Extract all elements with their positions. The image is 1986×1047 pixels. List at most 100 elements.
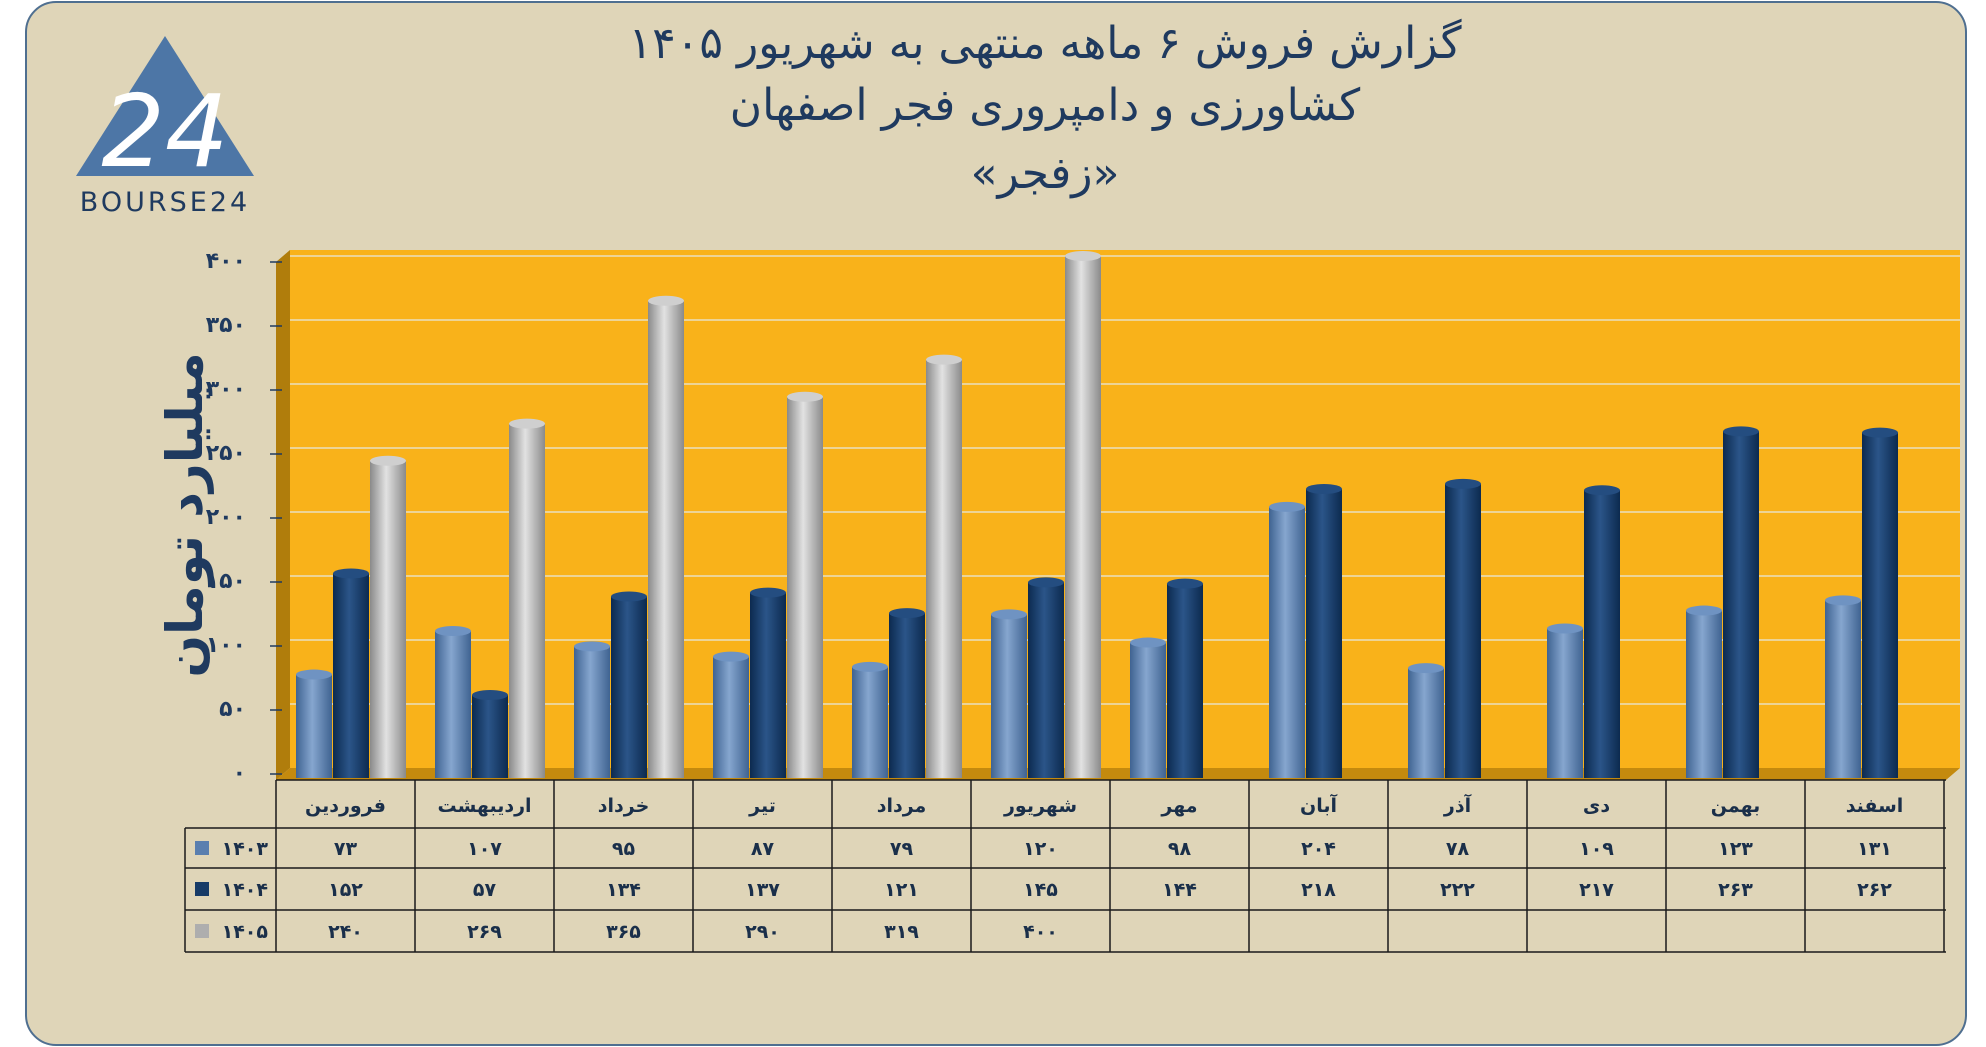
bar-cap-1404 bbox=[1306, 483, 1342, 494]
bar-1403 bbox=[574, 646, 610, 778]
bar-cap-1405 bbox=[1065, 251, 1101, 261]
bar-1405 bbox=[370, 460, 406, 778]
data-label-1404: ۱۵۲ bbox=[328, 879, 363, 901]
bar-cap-1405 bbox=[926, 354, 962, 365]
category-label: اردیبهشت bbox=[437, 795, 531, 817]
bar-1404 bbox=[1028, 582, 1064, 778]
data-table: فروردین اردیبهشت خرداد تیر مرداد شهریور مهر آبا… bbox=[184, 779, 1946, 953]
category-label: مهر bbox=[1160, 795, 1197, 817]
data-label-1404: ۱۳۴ bbox=[606, 879, 641, 901]
data-label-1404: ۱۴۵ bbox=[1023, 879, 1058, 901]
bar-1403 bbox=[435, 631, 471, 778]
bar-cap-1405 bbox=[648, 295, 684, 306]
bar-cap-1404 bbox=[1862, 427, 1898, 438]
data-label-1403: ۹۵ bbox=[612, 838, 636, 860]
bar-cap-1404 bbox=[889, 608, 925, 619]
bar-cap-1403 bbox=[991, 609, 1027, 620]
bar-1405 bbox=[1065, 256, 1101, 778]
logo-mark: 24 bbox=[101, 73, 228, 190]
data-label-1404: ۱۲۱ bbox=[884, 879, 919, 901]
bar-1404 bbox=[750, 592, 786, 778]
bar-1405 bbox=[509, 423, 545, 778]
data-label-1403: ۷۹ bbox=[890, 838, 914, 860]
data-label-1403: ۱۰۹ bbox=[1579, 838, 1614, 860]
data-label-1405: ۲۴۰ bbox=[328, 921, 363, 943]
bar-cap-1404 bbox=[1584, 485, 1620, 496]
data-label-1404: ۲۱۸ bbox=[1301, 879, 1336, 901]
bar-1405 bbox=[648, 300, 684, 778]
data-label-1404: ۱۴۴ bbox=[1162, 879, 1197, 901]
category-label: تیر bbox=[748, 795, 776, 817]
data-label-1403: ۱۰۷ bbox=[467, 838, 502, 860]
bar-1403 bbox=[1686, 610, 1722, 778]
data-label-1404: ۲۶۲ bbox=[1857, 879, 1892, 901]
data-label-1403: ۱۲۰ bbox=[1023, 838, 1058, 860]
bar-1403 bbox=[852, 666, 888, 778]
bar-1404 bbox=[333, 573, 369, 778]
bar-1405 bbox=[787, 396, 823, 778]
plot-side-wall bbox=[276, 250, 290, 780]
category-label: شهریور bbox=[1003, 795, 1077, 817]
bar-1403 bbox=[991, 614, 1027, 778]
bar-cap-1404 bbox=[1723, 426, 1759, 437]
data-label-1404: ۱۳۷ bbox=[745, 879, 780, 901]
bar-1404 bbox=[1723, 431, 1759, 778]
legend-swatch-1403 bbox=[195, 841, 209, 855]
bar-1403 bbox=[1825, 600, 1861, 778]
legend-swatch-1404 bbox=[195, 882, 209, 896]
bar-cap-1405 bbox=[787, 391, 823, 402]
chart-title-line3: «زفجر» bbox=[971, 148, 1120, 199]
data-label-1405: ۳۶۵ bbox=[606, 921, 641, 943]
bar-cap-1404 bbox=[611, 591, 647, 602]
bar-1403 bbox=[713, 656, 749, 778]
bar-1404 bbox=[1445, 483, 1481, 778]
category-label: آذر bbox=[1443, 793, 1472, 817]
data-label-1405: ۲۶۹ bbox=[467, 921, 502, 943]
bar-cap-1405 bbox=[509, 418, 545, 429]
category-label: بهمن bbox=[1711, 795, 1761, 817]
data-label-1405: ۳۱۹ bbox=[884, 921, 919, 943]
bar-1404 bbox=[1167, 583, 1203, 778]
category-label: خرداد bbox=[598, 795, 650, 817]
data-label-1403: ۹۸ bbox=[1168, 838, 1192, 860]
category-label: آبان bbox=[1300, 793, 1337, 817]
bar-cap-1405 bbox=[370, 455, 406, 466]
bar-cap-1404 bbox=[472, 690, 508, 701]
chart-title-line1: گزارش فروش ۶ ماهه منتهی به شهریور ۱۴۰۵ bbox=[628, 18, 1461, 69]
bar-1403 bbox=[1269, 506, 1305, 778]
y-tick-label: ۳۰۰ bbox=[206, 377, 246, 402]
logo-text: BOURSE24 bbox=[80, 187, 250, 218]
logo: 24 BOURSE24 bbox=[76, 36, 254, 218]
bar-1403 bbox=[1408, 668, 1444, 778]
y-tick-label: ۲۵۰ bbox=[206, 441, 246, 466]
legend-label-1404: ۱۴۰۴ bbox=[222, 879, 268, 901]
bar-cap-1404 bbox=[1445, 478, 1481, 489]
data-label-1403: ۱۲۳ bbox=[1718, 838, 1753, 860]
bar-cap-1403 bbox=[574, 641, 610, 652]
y-axis-label: میلیارد تومان bbox=[156, 352, 215, 677]
data-label-1404: ۵۷ bbox=[473, 879, 497, 901]
bar-cap-1403 bbox=[713, 651, 749, 662]
category-label: دی bbox=[1583, 795, 1610, 817]
category-label: مرداد bbox=[877, 795, 927, 817]
data-label-1403: ۷۳ bbox=[334, 838, 358, 860]
bar-cap-1404 bbox=[1028, 577, 1064, 588]
bar-cap-1403 bbox=[1547, 623, 1583, 634]
bar-1404 bbox=[1584, 490, 1620, 778]
data-label-1403: ۱۳۱ bbox=[1857, 838, 1892, 860]
bar-1404 bbox=[1862, 432, 1898, 778]
category-label: اسفند bbox=[1846, 795, 1904, 817]
data-label-1405: ۴۰۰ bbox=[1023, 921, 1058, 943]
bar-1404 bbox=[1306, 488, 1342, 778]
y-tick-label: ۱۰۰ bbox=[206, 633, 246, 658]
y-axis-ticks: ۰ ۵۰ ۱۰۰ ۱۵۰ ۲۰۰ ۲۵۰ ۳۰۰ ۳۵۰ ۴۰۰ bbox=[206, 249, 282, 786]
legend-label-1405: ۱۴۰۵ bbox=[222, 921, 269, 943]
bar-1404 bbox=[472, 695, 508, 778]
bar-cap-1404 bbox=[750, 587, 786, 598]
data-label-1404: ۲۱۷ bbox=[1579, 879, 1614, 901]
bar-1403 bbox=[1130, 642, 1166, 778]
data-label-1404: ۲۲۲ bbox=[1440, 879, 1475, 901]
plot-floor bbox=[276, 768, 1960, 780]
y-tick-label: ۵۰ bbox=[219, 697, 246, 722]
